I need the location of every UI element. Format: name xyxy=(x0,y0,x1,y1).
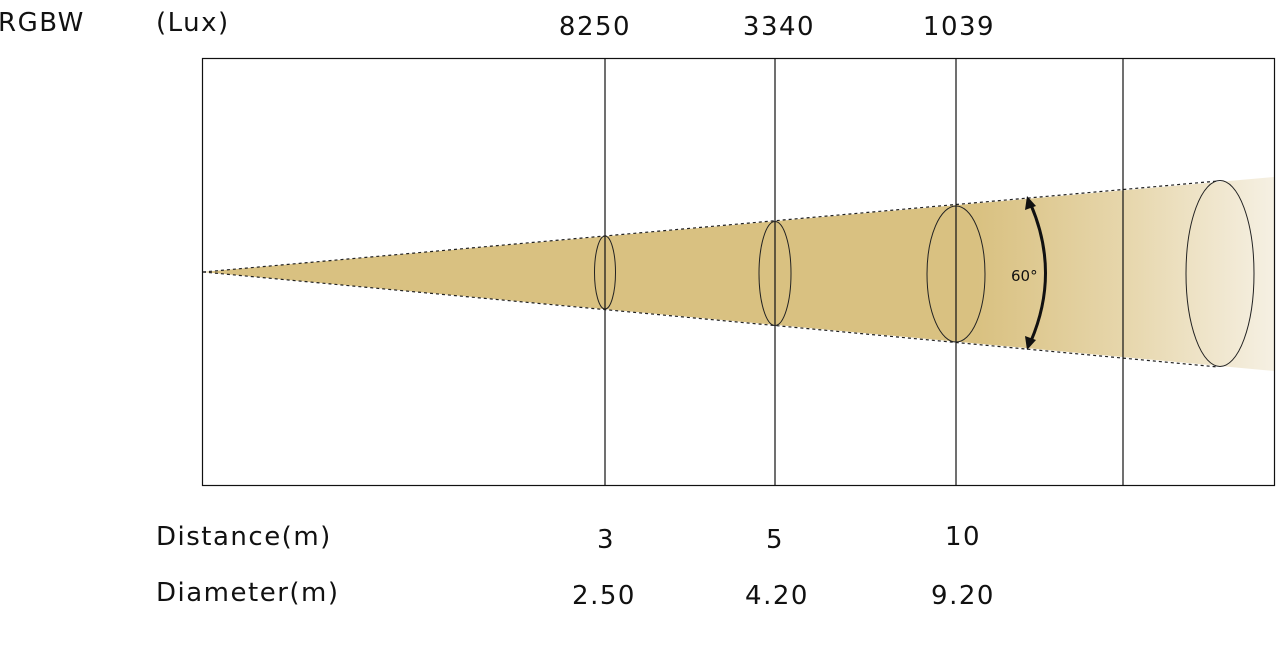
beam-edge-bottom xyxy=(202,271,1219,368)
beam-section xyxy=(926,205,986,343)
angle-arrow-top xyxy=(1025,196,1036,210)
diameter-row-label: Diameter(m) xyxy=(156,578,340,608)
distance-row-label: Distance(m) xyxy=(156,522,332,552)
beam-section xyxy=(758,221,792,326)
beam-section xyxy=(1185,180,1255,367)
beam-cone xyxy=(203,177,1274,371)
lux-value: 3340 xyxy=(742,12,816,42)
diameter-value: 4.20 xyxy=(745,581,809,611)
diameter-value: 2.50 xyxy=(572,581,636,611)
unit-label: (Lux) xyxy=(156,8,230,38)
beam-section xyxy=(594,235,616,310)
distance-value: 3 xyxy=(596,525,616,555)
beam-edge-top xyxy=(202,180,1219,273)
lux-value: 8250 xyxy=(558,12,632,42)
angle-arc xyxy=(1029,204,1047,342)
diagram-frame xyxy=(201,57,1276,487)
angle-arrow-bottom xyxy=(1025,336,1036,350)
distance-value: 5 xyxy=(765,525,785,555)
product-label: RGBW xyxy=(0,8,85,38)
beam-angle-label: 60° xyxy=(1011,267,1038,285)
distance-value: 10 xyxy=(944,522,982,552)
diameter-value: 9.20 xyxy=(931,581,995,611)
lux-value: 1039 xyxy=(922,12,996,42)
